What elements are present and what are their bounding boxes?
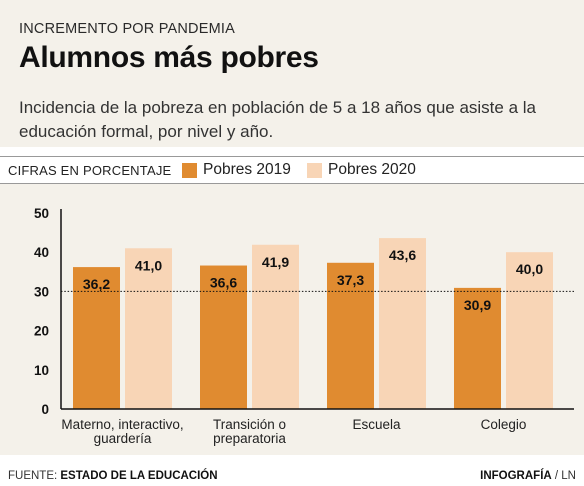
source-prefix: FUENTE: — [8, 470, 61, 482]
legend-label-2019: Pobres 2019 — [203, 161, 291, 178]
x-category-label: Materno, interactivo, — [61, 417, 183, 432]
plot-area: 0 10 20 30 40 50 36,2 41,0 Materno, interactivo,… — [0, 184, 584, 455]
bar — [200, 265, 247, 409]
chart-subtitle: Incidencia de la pobreza en población de… — [19, 98, 536, 141]
legend-item-2020: Pobres 2020 — [307, 161, 416, 179]
kicker: INCREMENTO POR PANDEMIA — [19, 21, 235, 37]
bar-value-label: 30,9 — [464, 297, 491, 313]
source-name: ESTADO DE LA EDUCACIÓN — [60, 470, 218, 482]
bar — [379, 238, 426, 409]
x-category-label: Transición o — [213, 417, 286, 432]
bar-value-label: 36,6 — [210, 275, 237, 291]
bar — [125, 248, 172, 409]
chart-footer: FUENTE: ESTADO DE LA EDUCACIÓN INFOGRAFÍ… — [0, 465, 584, 486]
legend-swatch-2020 — [307, 162, 322, 178]
y-tick-label: 20 — [34, 324, 49, 339]
legend-swatch-2019 — [182, 162, 197, 178]
legend-bar: CIFRAS EN PORCENTAJE Pobres 2019 Pobres … — [0, 157, 584, 183]
legend-label-2020: Pobres 2020 — [328, 161, 416, 178]
y-tick-label: 10 — [34, 363, 49, 378]
bar-value-label: 41,0 — [135, 257, 162, 273]
units-label: CIFRAS EN PORCENTAJE — [8, 163, 172, 178]
bar-value-label: 37,3 — [337, 272, 364, 288]
x-category-label: guardería — [94, 431, 152, 446]
source-line: FUENTE: ESTADO DE LA EDUCACIÓN — [8, 470, 218, 482]
bar — [506, 252, 553, 409]
x-category-label: Escuela — [352, 417, 401, 432]
x-category-label: preparatoria — [213, 431, 286, 446]
bar — [73, 267, 120, 409]
bar — [327, 262, 374, 409]
legend-divider — [0, 183, 584, 184]
y-tick-label: 0 — [41, 402, 49, 417]
top-divider — [0, 156, 584, 157]
x-category-label: Colegio — [481, 417, 527, 432]
y-tick-label: 40 — [34, 245, 49, 260]
y-tick-label: 50 — [34, 206, 49, 221]
y-tick-label: 30 — [34, 284, 49, 299]
bar — [252, 244, 299, 409]
bar-chart: 0 10 20 30 40 50 36,2 41,0 Materno, interactivo,… — [34, 206, 574, 446]
chart-title: Alumnos más pobres — [19, 41, 319, 74]
credit-line: INFOGRAFÍA / LN — [480, 470, 576, 482]
credit-strong: INFOGRAFÍA — [480, 470, 552, 482]
bar-value-label: 36,2 — [83, 276, 110, 292]
bar-value-label: 40,0 — [516, 261, 543, 277]
credit-rest: / LN — [551, 470, 576, 482]
chart-header: INCREMENTO POR PANDEMIA Alumnos más pobr… — [0, 0, 584, 147]
legend-item-2019: Pobres 2019 — [182, 161, 291, 179]
bar-value-label: 41,9 — [262, 254, 289, 270]
bar-value-label: 43,6 — [389, 247, 416, 263]
bar — [454, 287, 501, 409]
